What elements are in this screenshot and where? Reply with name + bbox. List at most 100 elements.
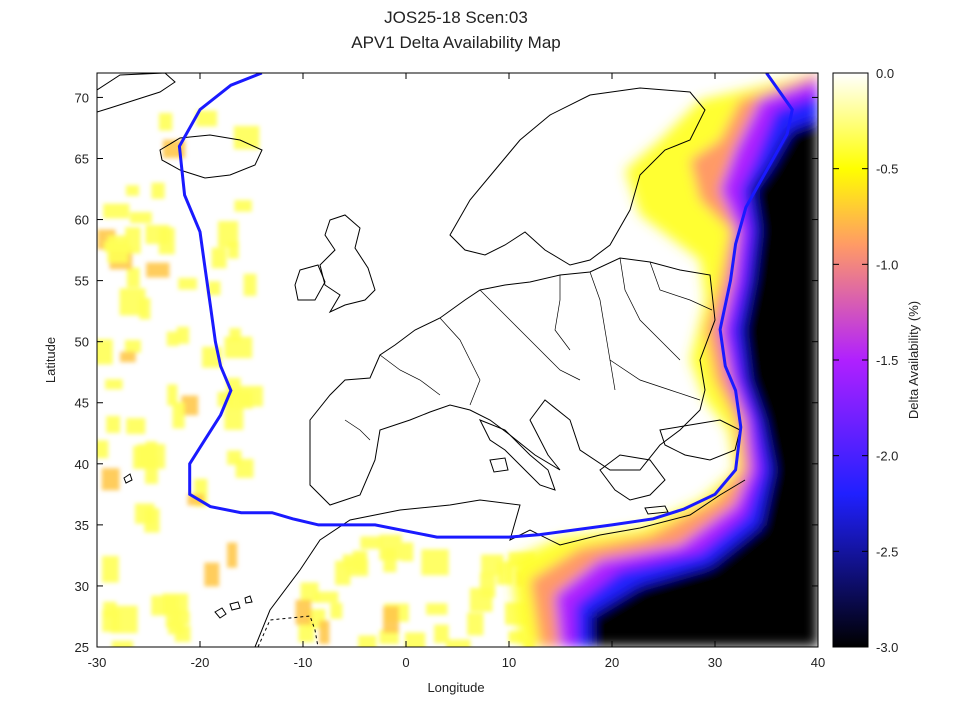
colorbar-tick-label: -0.5 [876,162,898,177]
plot-frame [96,72,819,648]
availability-patch [383,547,397,573]
colorbar-tick-label: 0.0 [876,66,894,81]
availability-patch [446,639,457,647]
coast-greenland [97,73,176,113]
availability-patch [227,450,242,465]
availability-patch [125,185,140,196]
availability-patch [111,640,134,647]
availability-patch [434,624,449,644]
availability-patch [224,407,244,430]
availability-patch [166,331,179,347]
colorbar-tick-label: -1.0 [876,257,898,272]
availability-patch [204,562,220,587]
y-axis-label: Latitude [43,337,58,383]
availability-patch [107,235,129,263]
service-area-boundary [177,73,794,539]
islands [123,457,669,619]
y-tick-label: 55 [75,274,89,289]
x-tick-label: -30 [88,655,107,670]
availability-patch [227,390,253,409]
coast-north-africa [254,479,746,647]
availability-patch [358,635,377,647]
colorbar-ticks: 0.0 -0.5 -1.0 -1.5 -2.0 -2.5 -3.0 [833,66,898,655]
availability-patch [314,591,339,603]
colorbar-tick-label: -1.5 [876,353,898,368]
y-tick-label: 45 [75,396,89,411]
coast-uk [319,214,376,314]
coast-scandinavia [449,87,706,266]
availability-patch [379,629,399,645]
availability-patch [102,555,119,583]
availability-patch [401,542,414,562]
heatmap-layer [97,73,818,647]
colorbar-tick-label: -3.0 [876,640,898,655]
availability-patch [146,262,170,278]
availability-patch [135,503,155,524]
zone-blue [575,95,818,647]
availability-patch [208,281,221,296]
availability-patch [126,267,140,288]
availability-patch [158,112,173,131]
x-tick-label: 10 [502,655,516,670]
availability-patch [124,339,141,353]
coastlines [97,73,746,647]
availability-patch [300,582,319,603]
availability-patch [383,606,399,633]
availability-patch [101,468,120,491]
availability-patch [120,351,136,363]
availability-patch [234,200,252,212]
y-axis-ticks: 25 30 35 40 45 50 55 60 65 70 [75,90,818,655]
availability-patch [319,620,330,645]
availability-patch [346,559,369,577]
availability-patch [405,632,426,647]
coast-italy [478,419,556,491]
availability-patch [330,602,343,619]
availability-patch [137,444,166,469]
availability-patch [456,639,471,647]
y-tick-label: 30 [75,579,89,594]
availability-patch [126,418,146,435]
x-tick-label: 0 [402,655,409,670]
availability-patch [227,241,239,259]
availability-patch [167,384,178,406]
colorbar-label: Delta Availability (%) [906,301,921,419]
availability-patch [97,440,109,459]
availability-patch [360,536,382,549]
availability-patch [335,560,351,586]
coast-ireland [294,264,326,301]
availability-patch [426,603,448,615]
availability-patch [224,336,253,359]
availability-patch [176,326,190,344]
availability-patch [508,631,525,643]
availability-patch [130,211,152,224]
availability-patch [467,612,484,636]
coast-europe-mainland [309,257,716,506]
title-line-1: JOS25-18 Scen:03 [384,8,528,27]
colorbar-tick-label: -2.5 [876,544,898,559]
availability-patch [105,379,123,390]
availability-patch [103,601,117,618]
y-tick-label: 70 [75,90,89,105]
y-tick-label: 35 [75,518,89,533]
availability-patch [229,328,241,342]
y-tick-label: 60 [75,213,89,228]
availability-patch [187,494,204,506]
availability-patch [233,125,260,150]
availability-patch [171,611,190,625]
availability-patch [481,554,504,576]
western-sahara-border [257,615,319,647]
y-tick-label: 25 [75,640,89,655]
x-axis-label: Longitude [427,680,484,695]
availability-patch [145,224,170,244]
availability-patch [151,595,179,616]
availability-patch [151,182,165,199]
availability-patch [181,395,199,416]
x-tick-label: 30 [708,655,722,670]
availability-patch [103,203,130,219]
availability-patch [295,599,312,625]
x-tick-label: 40 [811,655,825,670]
availability-patch [196,110,218,127]
availability-patch [211,247,227,269]
